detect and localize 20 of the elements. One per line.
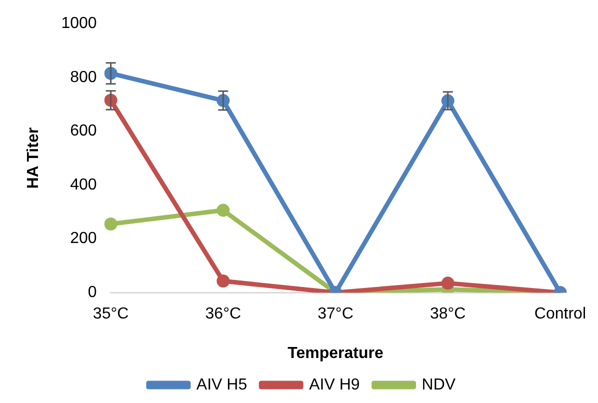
y-tick-label: 1000: [61, 15, 97, 32]
y-axis-title: HA Titer: [25, 127, 42, 189]
point: [216, 204, 230, 217]
x-tick-label: Control: [534, 306, 586, 323]
x-tick-label: 35°C: [92, 306, 129, 323]
y-tick-label: 800: [70, 68, 97, 86]
legend-label: NDV: [422, 376, 456, 394]
x-tick-label: 36°C: [205, 306, 242, 323]
x-axis-title: Temperature: [288, 344, 384, 362]
y-tick-label: 400: [70, 176, 97, 194]
point: [441, 276, 454, 290]
x-tick-label: 37°C: [318, 306, 354, 323]
legend-label: AIV H9: [309, 376, 360, 394]
y-tick-label: 200: [70, 230, 97, 248]
point: [104, 218, 118, 231]
point: [216, 274, 230, 288]
x-tick-label: 38°C: [430, 306, 466, 323]
y-tick-label: 0: [88, 284, 97, 302]
y-tick-label: 600: [70, 122, 97, 140]
legend-label: AIV H5: [196, 376, 248, 394]
